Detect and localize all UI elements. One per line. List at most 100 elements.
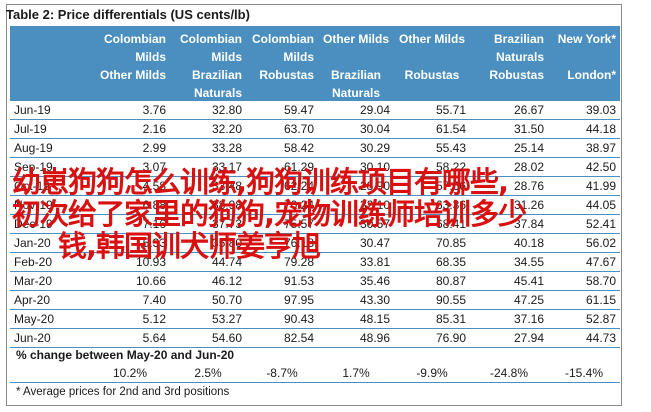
pct-change-cell: -9.9% — [416, 366, 448, 380]
column-header-line: Naturals — [495, 50, 544, 64]
table-cell: 7.40 — [142, 293, 166, 307]
table-cell: 33.17 — [211, 160, 242, 174]
table-cell: 46.12 — [211, 274, 242, 288]
table-cell: 31.50 — [513, 122, 544, 136]
table-cell: 2.16 — [142, 122, 166, 136]
pct-change-cell: -15.4% — [564, 366, 604, 380]
column-header-line: London* — [567, 68, 616, 82]
table-cell: 44.73 — [585, 331, 616, 345]
table-cell: 30.10 — [359, 160, 390, 174]
table-cell: 53.27 — [211, 312, 242, 326]
table-cell: 56.02 — [585, 236, 616, 250]
table-cell: 47.25 — [513, 293, 544, 307]
column-header-line: Other Milds — [322, 32, 389, 46]
column-header-line: Milds — [135, 50, 166, 64]
table-cell: 37.73 — [211, 217, 242, 231]
table-row: Feb-20 10.93 44.74 79.28 33.81 68.35 34.55 47.6… — [10, 253, 620, 272]
table-cell: 68.35 — [435, 255, 466, 269]
column-header-line: Colombian — [104, 32, 166, 46]
column-header-5: Brazilian Naturals Robustas — [470, 26, 548, 101]
table-cell: 7.16 — [142, 217, 166, 231]
table-cell: 30.04 — [359, 122, 390, 136]
column-header-2: Colombian Milds Robustas — [246, 26, 318, 101]
column-header-line: Robustas — [404, 68, 460, 82]
table-cell: 4.58 — [142, 179, 166, 193]
table-cell: 42.50 — [585, 160, 616, 174]
table-cell: 5.33 — [142, 236, 166, 250]
table-cell: 57.66 — [435, 179, 466, 193]
table-row: Jan-20 5.33 35.80 76.18 30.47 70.85 40.18 56.02 — [10, 234, 620, 253]
column-header-line: Brazilian — [493, 32, 544, 46]
table-cell: 35.46 — [359, 274, 390, 288]
table-cell: 31.26 — [513, 198, 544, 212]
table-cell: 33.48 — [211, 179, 242, 193]
column-header-line: Other Milds — [398, 32, 465, 46]
row-label: Aug-19 — [14, 141, 53, 155]
table-cell: 58.22 — [435, 160, 466, 174]
table-cell: 48.15 — [359, 312, 390, 326]
column-header-3: Other Milds Brazilian Naturals — [318, 26, 394, 101]
pct-change-title: % change between May-20 and Jun-20 — [16, 348, 235, 362]
table-cell: 63.36 — [435, 198, 466, 212]
table-row: Sep-19 3.07 33.17 61.29 30.10 58.22 28.02 42.50 — [10, 158, 620, 177]
table-cell: 97.95 — [283, 293, 314, 307]
column-header-line: Milds — [283, 50, 314, 64]
table-cell: 33.28 — [211, 141, 242, 155]
table-row: Dec-19 7.16 37.73 75.57 30.57 68.41 37.84 52.41 — [10, 215, 620, 234]
table-cell: 27.94 — [513, 331, 544, 345]
row-label: Jan-20 — [14, 236, 51, 250]
table-cell: 37.84 — [513, 217, 544, 231]
pct-blank-cell — [10, 364, 90, 382]
table-cell: 61.29 — [283, 160, 314, 174]
table-cell: 76.18 — [283, 236, 314, 250]
table-cell: 6.88 — [142, 198, 166, 212]
table-row: May-20 5.12 53.27 90.43 48.15 85.31 37.16 52.87 — [10, 310, 620, 329]
table-cell: 28.90 — [359, 179, 390, 193]
column-header-line: Colombian — [252, 32, 314, 46]
table-cell: 5.64 — [142, 331, 166, 345]
table-row: Jun-19 3.76 32.80 59.47 29.04 55.71 26.67 39.03 — [10, 101, 620, 120]
table-cell: 43.30 — [359, 293, 390, 307]
column-header-line — [613, 48, 616, 66]
footnote: * Average prices for 2nd and 3rd positio… — [16, 386, 230, 398]
pct-change-row: 10.2% 2.5% -8.7% 1.7% -9.9% -24.8% -15.4% — [10, 364, 620, 383]
table-cell: 10.66 — [135, 274, 166, 288]
table-row: Nov-19 6.88 38.98 70.24 32.10 63.36 31.26 44.05 — [10, 196, 620, 215]
table-cell: 26.67 — [513, 103, 544, 117]
table-cell: 54.60 — [211, 331, 242, 345]
row-label: Jul-19 — [14, 122, 47, 136]
overlay-text-line-1: 幼崽狗狗怎么训练,狗狗训练项目有哪些, — [12, 165, 509, 199]
table-cell: 28.02 — [513, 160, 544, 174]
table-cell: 3.76 — [142, 103, 166, 117]
column-header-line: Robustas — [489, 68, 544, 82]
table-cell: 44.05 — [585, 198, 616, 212]
row-label: Jun-19 — [14, 103, 51, 117]
column-header-line: New York* — [557, 32, 616, 46]
table-cell: 55.43 — [435, 141, 466, 155]
row-label: Feb-20 — [14, 255, 53, 269]
pct-change-cell: 10.2% — [112, 366, 148, 380]
column-header-line: Brazilian — [330, 68, 381, 82]
table-cell: 30.57 — [359, 217, 390, 231]
table-cell: 5.12 — [142, 312, 166, 326]
table-cell: 61.15 — [585, 293, 616, 307]
table-cell: 52.41 — [585, 217, 616, 231]
table-cell: 63.70 — [283, 122, 314, 136]
table-header: Colombian Milds Other Milds Colombian Milds B… — [10, 26, 620, 101]
table-cell: 32.10 — [359, 198, 390, 212]
table-cell: 48.96 — [359, 331, 390, 345]
column-header-1: Colombian Milds Brazilian Naturals — [170, 26, 246, 101]
table-cell: 68.41 — [435, 217, 466, 231]
table-cell: 44.18 — [585, 122, 616, 136]
row-label: Jun-20 — [14, 331, 51, 345]
table-row: Mar-20 10.66 46.12 91.53 35.46 80.87 45.41 58.7… — [10, 272, 620, 291]
column-header-line: Naturals — [193, 86, 242, 100]
column-header-line: Other Milds — [99, 68, 166, 82]
table-cell: 33.81 — [359, 255, 390, 269]
table-cell: 55.71 — [435, 103, 466, 117]
overlay-text-line-2: 初次给了家里的狗狗,宠物训练师培训多少 — [12, 197, 527, 231]
table-cell: 29.04 — [359, 103, 390, 117]
table-cell: 25.14 — [513, 141, 544, 155]
column-header-line: Colombian — [180, 32, 242, 46]
table-cell: 59.47 — [283, 103, 314, 117]
